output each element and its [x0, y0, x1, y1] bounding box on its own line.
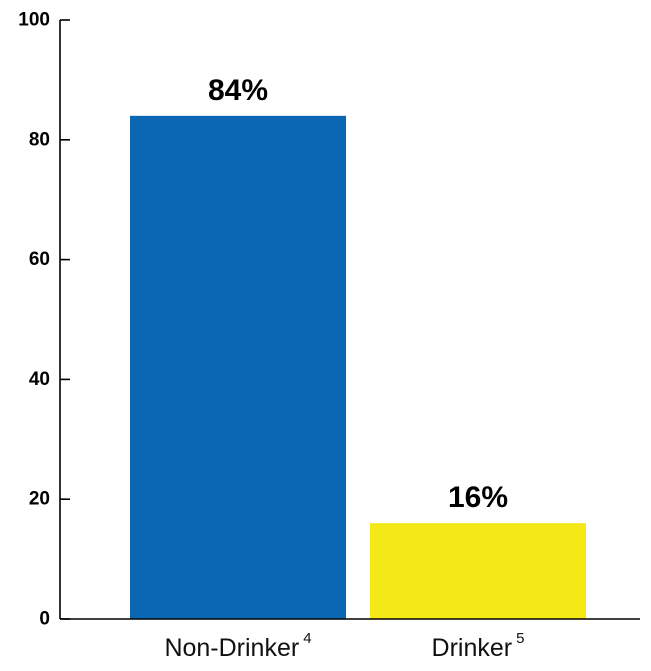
category-name: Non-Drinker: [164, 634, 299, 662]
x-axis: Non-Drinker 4 Drinker 5: [60, 618, 640, 662]
x-category-label: Drinker 5: [432, 630, 525, 662]
bar: [370, 523, 586, 619]
category-superscript: 5: [516, 630, 524, 647]
y-tick-label: 40: [29, 369, 50, 390]
x-category-label: Non-Drinker 4: [164, 630, 311, 662]
y-tick-label: 100: [18, 10, 50, 31]
y-tick-label: 0: [39, 609, 50, 630]
data-labels: 84% 16%: [208, 74, 508, 514]
y-tick-label: 80: [29, 129, 50, 150]
y-tick-label: 20: [29, 489, 50, 510]
data-label: 84%: [208, 74, 268, 107]
category-name: Drinker: [432, 634, 513, 662]
data-label: 16%: [448, 481, 508, 514]
bars: [130, 115, 586, 619]
bar: [130, 115, 346, 619]
y-tick-label: 60: [29, 249, 50, 270]
category-superscript: 4: [303, 630, 311, 647]
y-axis: 0 20 40 60 80 100: [18, 10, 70, 630]
